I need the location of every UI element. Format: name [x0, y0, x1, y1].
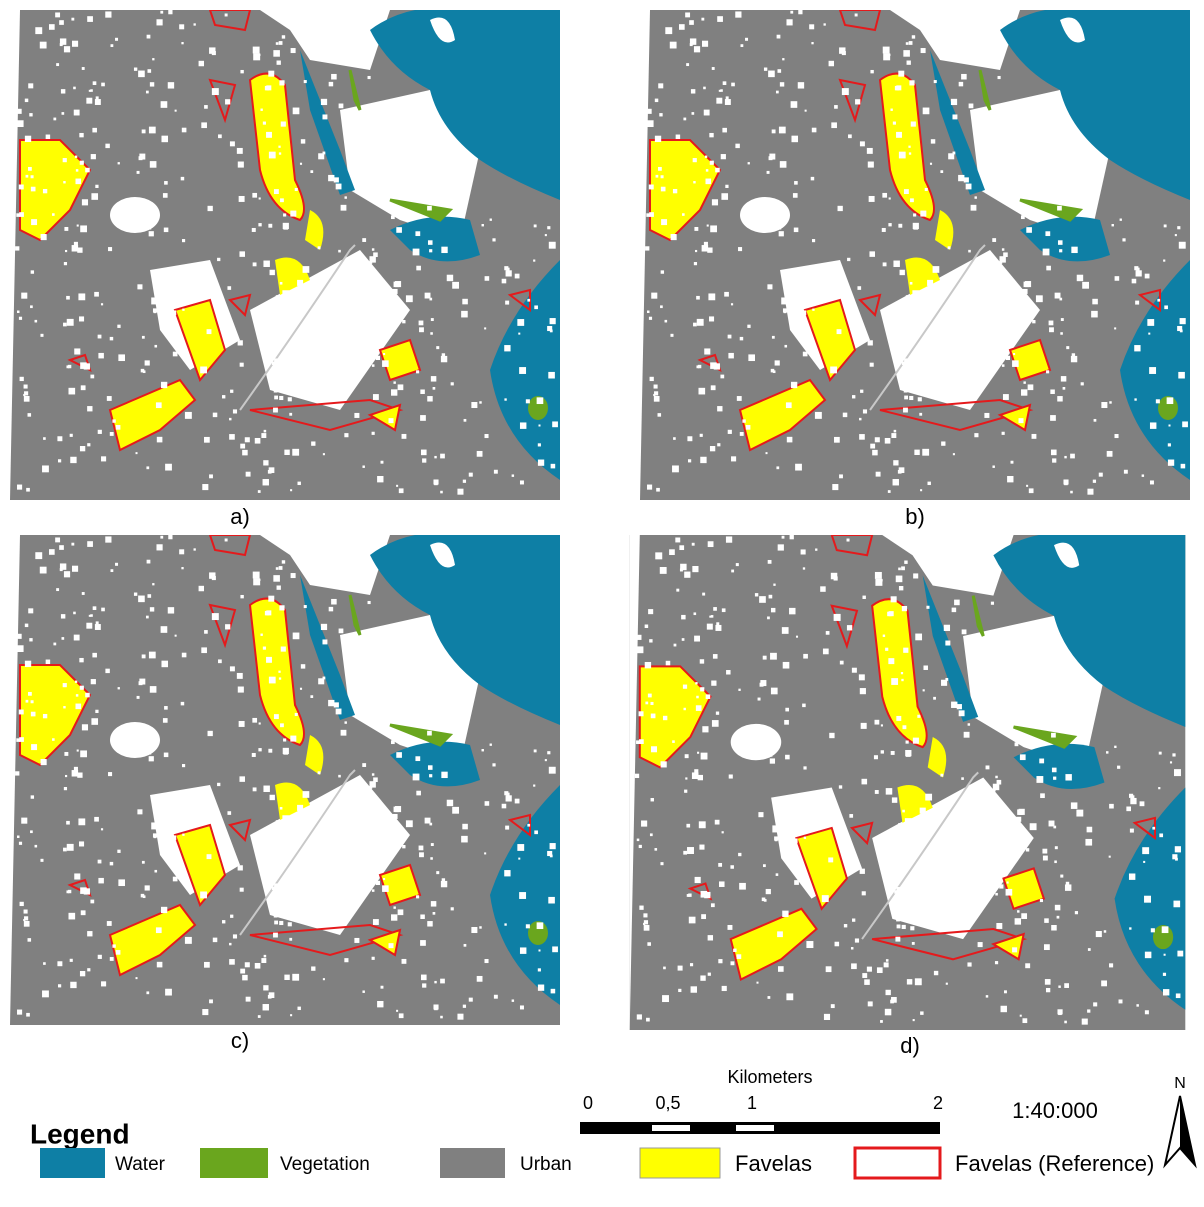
scale-tick: 1	[747, 1093, 757, 1113]
map-panel	[640, 8, 1190, 501]
legend-title: Legend	[30, 1118, 130, 1149]
scale-title: Kilometers	[727, 1067, 812, 1087]
legend-swatch	[40, 1148, 105, 1178]
legend-swatch	[200, 1148, 268, 1178]
scale-tick: 0,5	[655, 1093, 680, 1113]
panel-label: b)	[905, 504, 925, 529]
legend-swatch	[440, 1148, 505, 1178]
scale-segment	[652, 1125, 690, 1131]
legend-label: Vegetation	[280, 1154, 370, 1175]
legend-label: Water	[115, 1154, 166, 1175]
panel-label: a)	[230, 504, 250, 529]
scale-ratio: 1:40:000	[1012, 1098, 1098, 1123]
legend-label: Favelas	[735, 1151, 812, 1176]
legend-label: Favelas (Reference)	[955, 1151, 1154, 1176]
panel-label: c)	[231, 1028, 249, 1053]
scale-tick: 0	[583, 1093, 593, 1113]
legend: Water Vegetation Urban Favelas Favelas (Refe…	[40, 1148, 1154, 1178]
map-panel	[630, 532, 1186, 1030]
map-panel	[10, 8, 560, 501]
north-label: N	[1174, 1075, 1186, 1092]
legend-swatch	[855, 1148, 940, 1178]
scale-tick: 2	[933, 1093, 943, 1113]
panel-label: d)	[900, 1033, 920, 1058]
legend-label: Urban	[520, 1154, 572, 1175]
scale-segment	[736, 1125, 774, 1131]
scale-bar	[580, 1122, 940, 1134]
figure: a) b) c) d) Kilometers 0 0,5 1 2 1:40:00…	[0, 0, 1204, 1207]
map-panel	[10, 533, 560, 1026]
legend-swatch	[640, 1148, 720, 1178]
